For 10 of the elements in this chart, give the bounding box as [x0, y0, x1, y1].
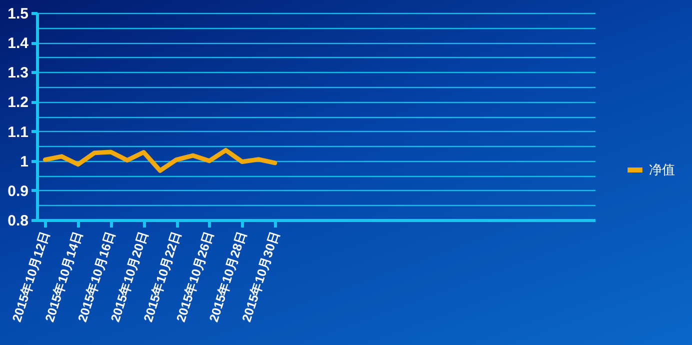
y-tick-label: 1.5 [8, 6, 28, 22]
y-tick-label: 1 [20, 153, 28, 170]
y-tick-label: 1.4 [8, 35, 30, 52]
y-tick-label: 1.1 [8, 124, 28, 141]
y-tick-label: 1.2 [8, 94, 28, 112]
y-tick-label: 1.3 [8, 64, 28, 82]
legend-label: 净值 [649, 162, 675, 177]
y-tick-label: 0.9 [8, 182, 28, 200]
y-tick-label: 0.8 [8, 212, 28, 230]
line-series [42, 148, 278, 173]
